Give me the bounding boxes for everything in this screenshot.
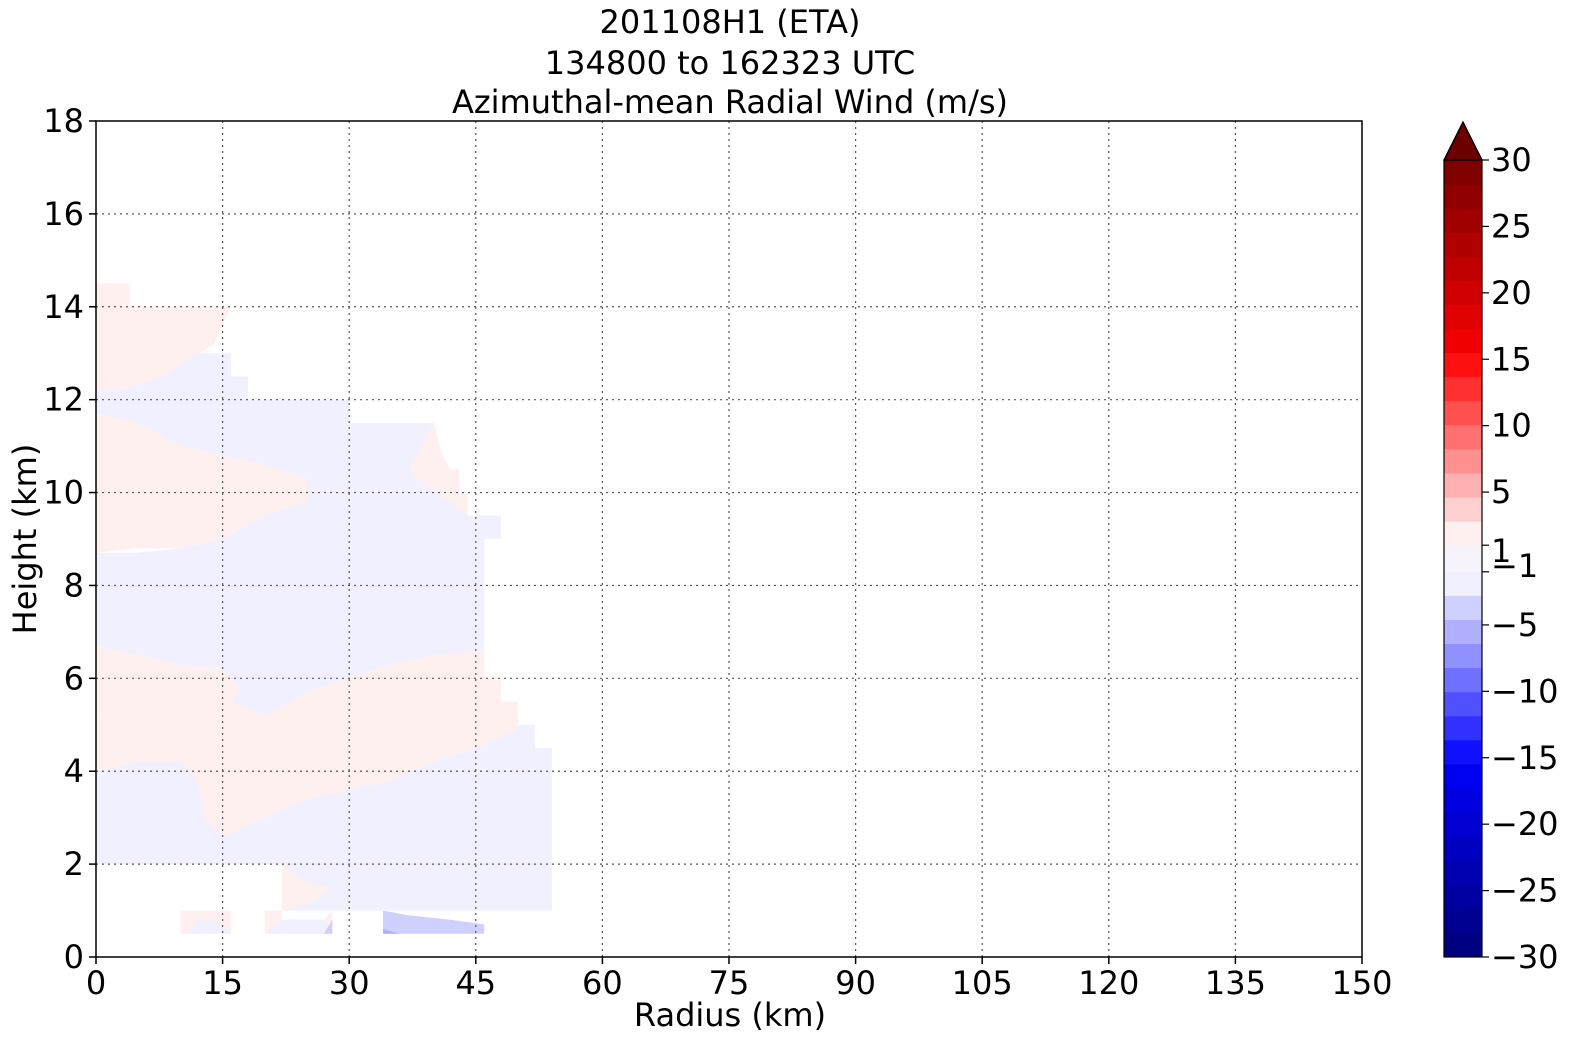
colorbar: 30 25 20 15 10 5 1−1 −5 −10 −15 −20 −25 −30: [1443, 120, 1559, 976]
colorbar-band-neg-15: [1444, 932, 1482, 958]
colorbar-extend-arrow: [1443, 120, 1483, 161]
contour-region-4: [96, 645, 240, 730]
colorbar-band-pos-3: [1444, 448, 1482, 474]
colorbar-tick-label-13: −30: [1491, 938, 1559, 976]
y-tick-label-8: 16: [43, 195, 84, 233]
x-tick-label-6: 90: [835, 964, 876, 1002]
x-tick-label-5: 75: [709, 964, 750, 1002]
x-ticks: 0 15 30 45 60 75 90 105 120 135 150: [86, 957, 1393, 1002]
colorbar-tick-label-2: 20: [1491, 274, 1532, 312]
colorbar-band-neg-14: [1444, 908, 1482, 934]
x-tick-label-9: 135: [1205, 964, 1266, 1002]
colorbar-band-pos-1: [1444, 497, 1482, 522]
title-line-2: 134800 to 162323 UTC: [545, 44, 915, 82]
y-tick-label-9: 18: [43, 102, 84, 140]
colorbar-tick-label-12: −25: [1491, 872, 1559, 910]
x-tick-label-1: 15: [202, 964, 243, 1002]
y-tick-label-2: 4: [64, 752, 84, 790]
x-tick-label-2: 30: [329, 964, 370, 1002]
colorbar-band-pos-10: [1444, 280, 1482, 305]
y-ticks: 0 2 4 6 8 10 12 14 16 18: [43, 102, 96, 976]
colorbar-tick-label-10: −15: [1491, 739, 1559, 777]
y-tick-label-6: 12: [43, 381, 84, 419]
colorbar-band-neg-2: [1444, 619, 1482, 645]
y-tick-label-1: 2: [64, 845, 84, 883]
contour-regions: [96, 283, 552, 934]
y-tick-label-5: 10: [43, 474, 84, 512]
colorbar-tick-label-5: 5: [1491, 473, 1511, 511]
colorbar-tick-label-6: 1: [1491, 532, 1511, 570]
colorbar-band-pos-15: [1444, 160, 1482, 185]
colorbar-band-pos-4: [1444, 424, 1482, 450]
colorbar-band-pos-0: [1444, 521, 1482, 546]
colorbar-tick-label-4: 10: [1491, 407, 1532, 445]
contour-region-3: [408, 422, 468, 516]
contour-region-2: [96, 413, 307, 553]
colorbar-tick-label-1: 25: [1491, 207, 1532, 245]
colorbar-band-pos-2: [1444, 472, 1482, 498]
x-tick-label-3: 45: [455, 964, 496, 1002]
colorbar-band-neg-6: [1444, 716, 1482, 741]
colorbar-arrow-edge-left: [1443, 121, 1464, 161]
colorbar-band-pos-11: [1444, 256, 1482, 281]
colorbar-band-neg-13: [1444, 884, 1482, 910]
contour-region-6: [96, 724, 552, 911]
contour-region-12: [323, 919, 333, 934]
contour-region-11: [264, 919, 333, 934]
contour-region-9: [188, 919, 231, 934]
colorbar-band-neg-11: [1444, 836, 1482, 862]
colorbar-band-neg-4: [1444, 668, 1482, 693]
colorbar-frame: [1443, 159, 1483, 958]
colorbar-band-pos-5: [1444, 400, 1482, 426]
x-tick-label-10: 150: [1331, 964, 1392, 1002]
colorbar-band-neg-5: [1444, 692, 1482, 717]
contour-region-5: [96, 650, 518, 837]
colorbar-arrow-edge-right: [1462, 121, 1483, 161]
colorbar-tick-label-11: −20: [1491, 805, 1559, 843]
contour-region-1: [96, 353, 502, 716]
colorbar-band-pos-13: [1444, 208, 1482, 233]
colorbar-tick-label-9: −10: [1491, 672, 1559, 710]
colorbar-band-neg-7: [1444, 740, 1482, 765]
colorbar-band-neg-0: [1444, 571, 1482, 597]
colorbar-tick-label-8: −5: [1491, 606, 1538, 644]
y-tick-label-0: 0: [64, 938, 84, 976]
colorbar-band-pos-9: [1444, 304, 1482, 330]
colorbar-band-pos-7: [1444, 352, 1482, 378]
colorbar-band-pos-12: [1444, 232, 1482, 257]
colorbar-tick-label-0: 30: [1491, 141, 1532, 179]
x-tick-label-8: 120: [1078, 964, 1139, 1002]
colorbar-band-neg-9: [1444, 788, 1482, 814]
colorbar-band-neg-3: [1444, 644, 1482, 669]
colorbar-tick-label-3: 15: [1491, 340, 1532, 378]
plot-area: 0 15 30 45 60 75 90 105 120 135 150 0 2 4 6 8 10 12 14 16 1…: [43, 102, 1392, 1002]
colorbar-band-neg-12: [1444, 860, 1482, 886]
y-tick-label-4: 8: [64, 566, 84, 604]
colorbar-band-zero: [1444, 545, 1482, 572]
title-line-1: 201108H1 (ETA): [600, 3, 861, 41]
y-tick-label-3: 6: [64, 659, 84, 697]
colorbar-band-pos-14: [1444, 184, 1482, 209]
x-tick-label-4: 60: [582, 964, 623, 1002]
colorbar-band-pos-6: [1444, 376, 1482, 402]
x-axis-label: Radius (km): [634, 996, 826, 1034]
title-line-3: Azimuthal-mean Radial Wind (m/s): [452, 83, 1008, 121]
colorbar-band-neg-8: [1444, 764, 1482, 789]
x-tick-label-0: 0: [86, 964, 106, 1002]
contour-region-14: [383, 929, 400, 934]
y-axis-label: Height (km): [6, 444, 44, 635]
contour-region-7: [281, 864, 333, 911]
contour-region-0: [96, 283, 231, 391]
contour-region-13: [383, 910, 485, 934]
y-tick-label-7: 14: [43, 288, 84, 326]
colorbar-band-pos-8: [1444, 328, 1482, 354]
colorbar-tick-label-7: −1: [1491, 547, 1538, 585]
x-tick-label-7: 105: [952, 964, 1013, 1002]
colorbar-band-neg-10: [1444, 812, 1482, 838]
grid-lines: [96, 121, 1362, 957]
colorbar-band-neg-1: [1444, 595, 1482, 621]
